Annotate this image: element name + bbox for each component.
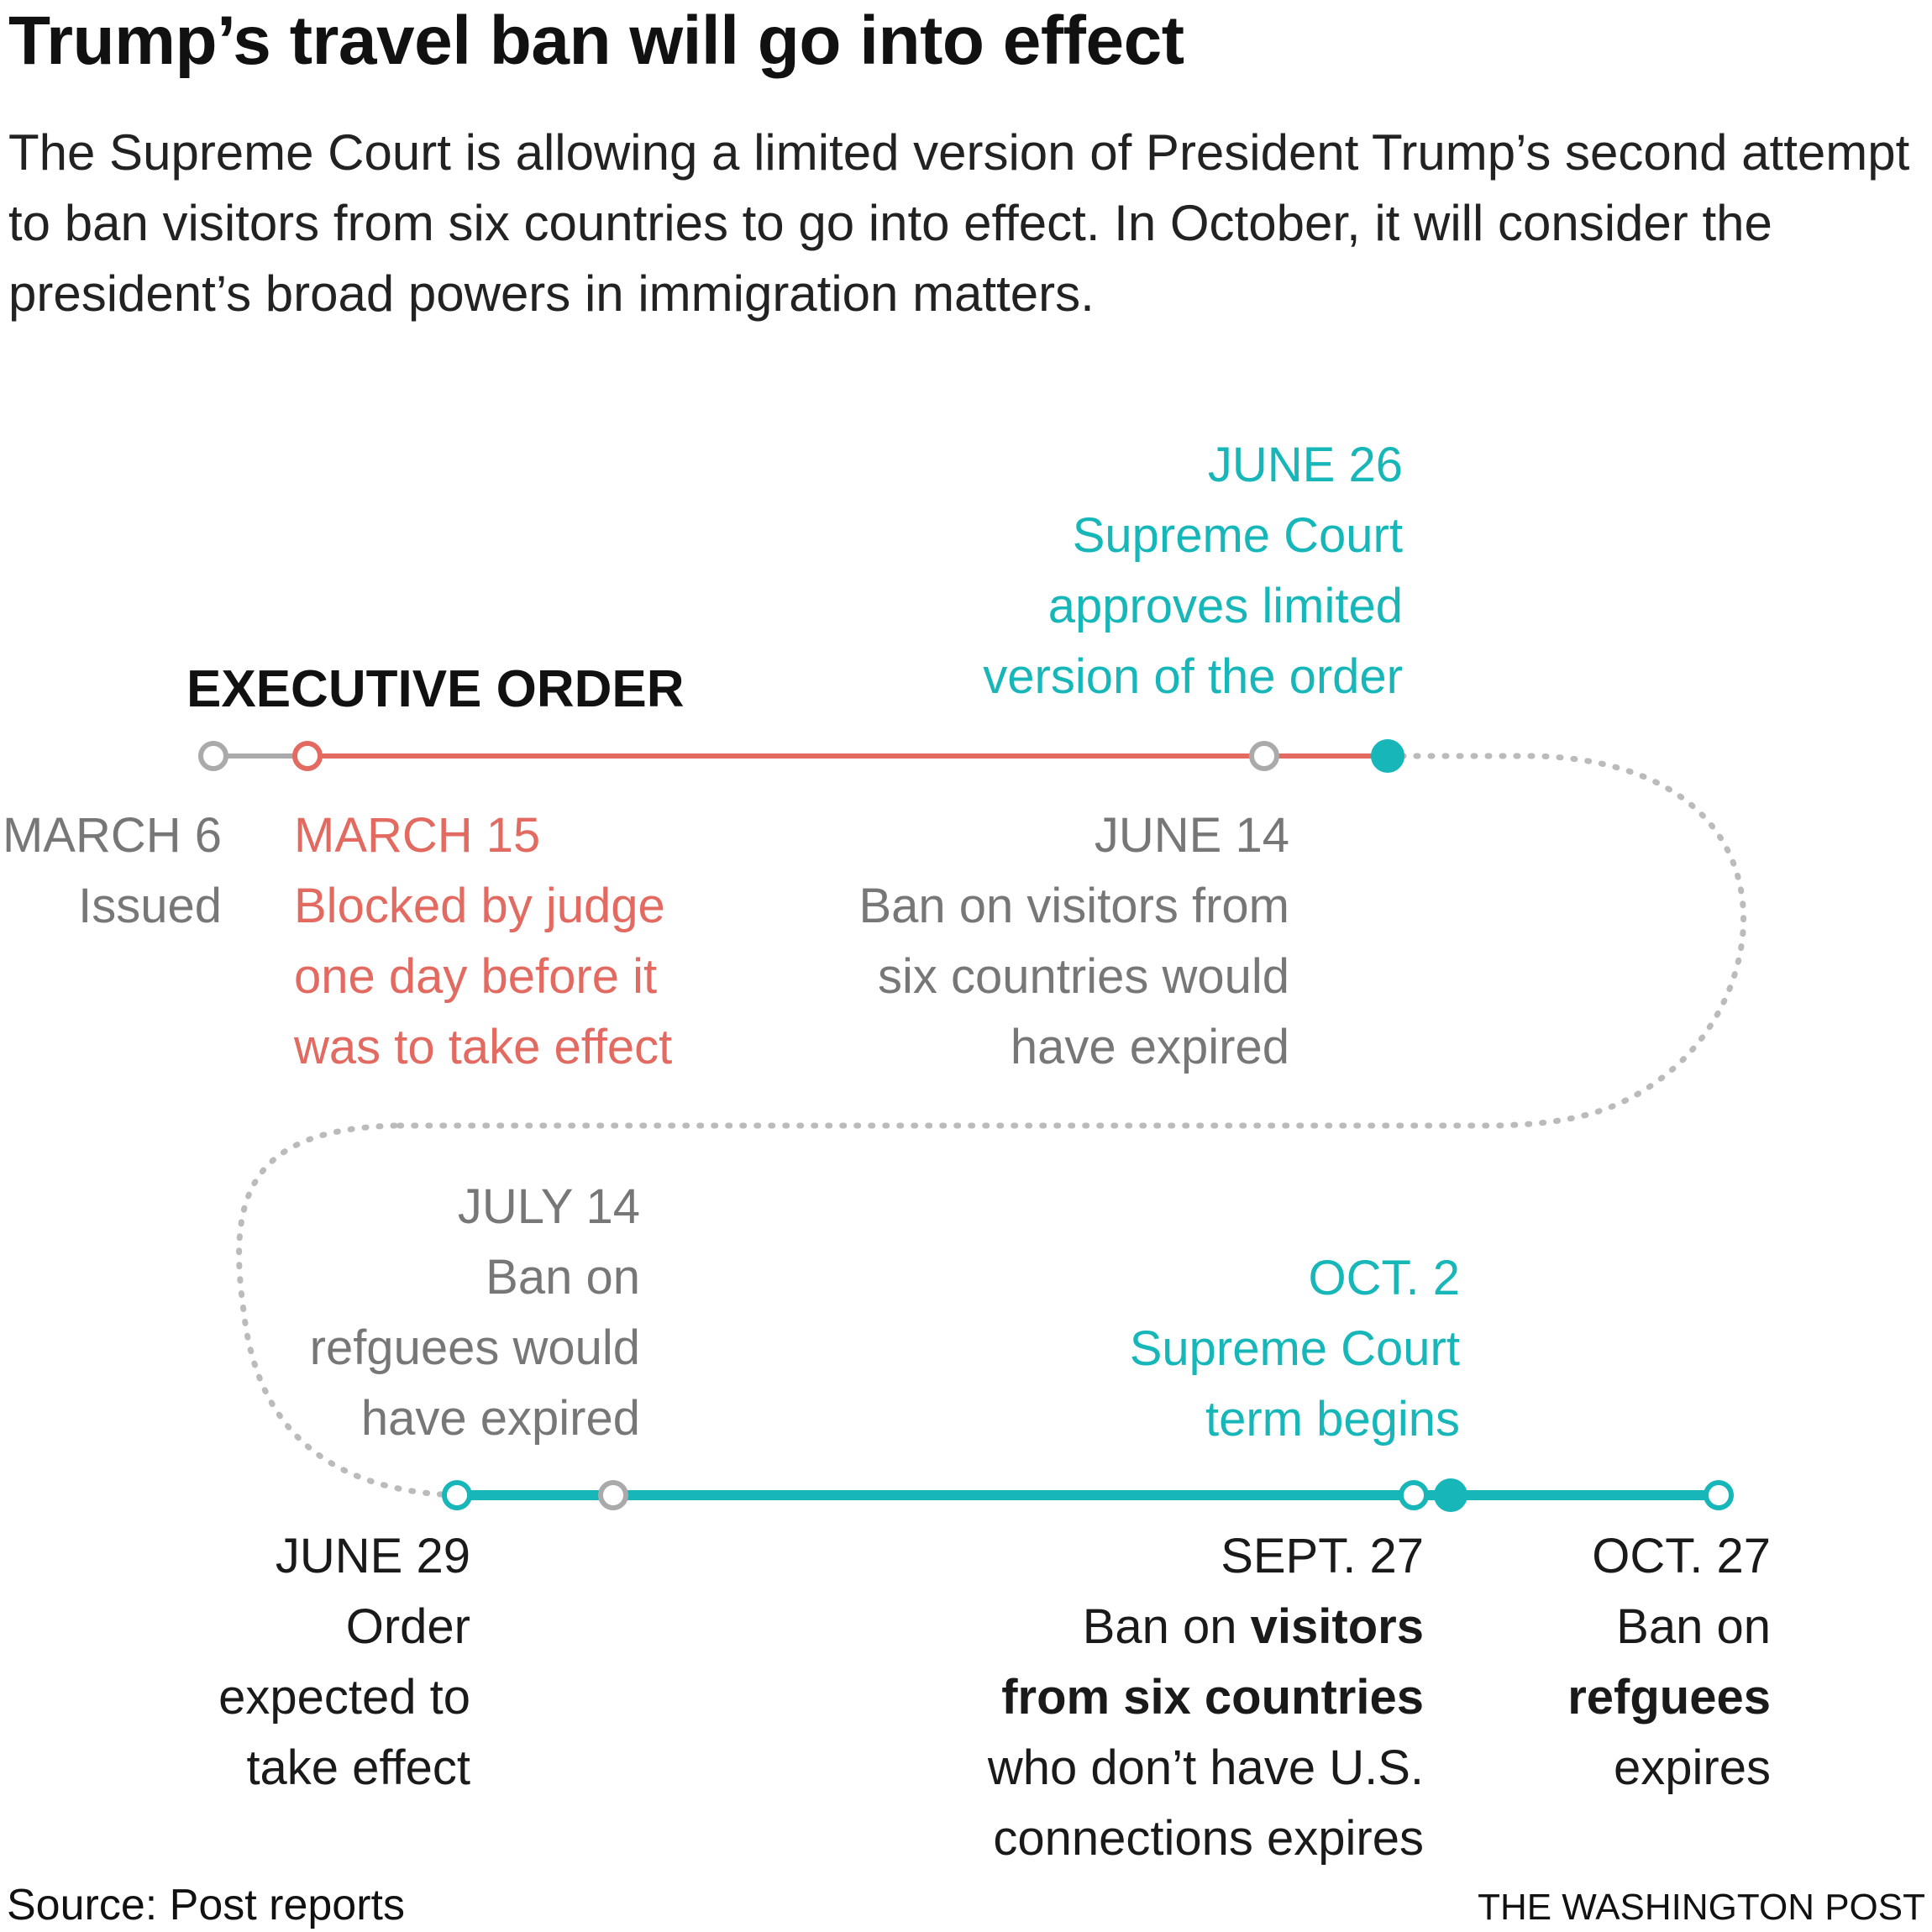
event-july14-line: refguees would — [309, 1320, 640, 1375]
event-june14-line: six countries would — [878, 949, 1289, 1004]
event-june29: JUNE 29 Order expected to take effect — [218, 1521, 470, 1803]
event-june26: JUNE 26 Supreme Court approves limited v… — [983, 430, 1403, 712]
marker-july14 — [598, 1480, 628, 1510]
marker-oct2 — [1434, 1478, 1467, 1512]
event-june14-line: Ban on visitors from — [858, 879, 1289, 933]
marker-march6 — [198, 741, 228, 771]
event-june26-line: approves limited — [1047, 579, 1403, 633]
event-march15: MARCH 15 Blocked by judge one day before… — [294, 801, 672, 1083]
event-march15-line: one day before it — [294, 949, 658, 1004]
page-subtitle: The Supreme Court is allowing a limited … — [8, 124, 1910, 322]
publisher-credit: THE WASHINGTON POST — [1478, 1887, 1925, 1928]
event-july14-date: JULY 14 — [457, 1179, 640, 1234]
event-july14: JULY 14 Ban on refguees would have expir… — [310, 1172, 640, 1454]
marker-june14 — [1249, 741, 1279, 771]
event-june14-date: JUNE 14 — [1094, 808, 1289, 863]
executive-order-label: EXECUTIVE ORDER — [186, 660, 685, 718]
connector-right-loop — [391, 753, 1746, 1129]
event-sept27-line1-plain: Ban on — [1082, 1599, 1251, 1654]
marker-june26 — [1371, 739, 1404, 773]
event-june14-line: have expired — [1010, 1020, 1289, 1074]
event-oct2-line: Supreme Court — [1129, 1321, 1460, 1376]
event-march6-line: Issued — [78, 879, 222, 933]
event-july14-line: have expired — [360, 1391, 640, 1446]
marker-march15 — [292, 741, 323, 771]
event-march6-date: MARCH 6 — [2, 808, 222, 863]
page-title: Trump’s travel ban will go into effect — [8, 3, 1184, 79]
event-oct2: OCT. 2 Supreme Court term begins — [1130, 1243, 1460, 1455]
event-sept27-line1-bold: visitors — [1250, 1599, 1424, 1654]
event-oct27-line2-bold: refguees — [1567, 1670, 1771, 1725]
source-note: Source: Post reports — [7, 1881, 405, 1929]
event-oct2-line: term begins — [1205, 1392, 1460, 1446]
event-oct27-line3: expires — [1614, 1740, 1771, 1795]
event-oct27: OCT. 27 Ban on refguees expires — [1567, 1521, 1771, 1803]
event-july14-line: Ban on — [486, 1250, 640, 1305]
event-june26-line: Supreme Court — [1072, 508, 1403, 563]
event-june14: JUNE 14 Ban on visitors from six countri… — [858, 801, 1289, 1083]
event-june29-line: Order — [345, 1599, 470, 1654]
event-june26-line: version of the order — [983, 649, 1403, 704]
event-march15-line: Blocked by judge — [294, 879, 665, 933]
event-oct27-line2: refguees — [1567, 1662, 1771, 1733]
event-sept27-line1: Ban on visitors — [988, 1592, 1424, 1662]
event-sept27-line4: connections expires — [993, 1811, 1424, 1866]
event-june29-date: JUNE 29 — [275, 1529, 470, 1583]
event-oct27-line1: Ban on — [1616, 1599, 1771, 1654]
event-oct27-date: OCT. 27 — [1592, 1529, 1771, 1583]
marker-june29 — [442, 1480, 472, 1510]
event-march15-date: MARCH 15 — [294, 808, 541, 863]
connector-left-loop — [236, 1122, 460, 1499]
event-march15-line: was to take effect — [294, 1020, 673, 1074]
marker-oct27 — [1704, 1480, 1734, 1510]
event-oct2-date: OCT. 2 — [1308, 1251, 1461, 1305]
marker-sept27 — [1399, 1480, 1429, 1510]
event-june29-line: expected to — [218, 1670, 470, 1725]
event-sept27: SEPT. 27 Ban on visitors from six countr… — [988, 1521, 1424, 1874]
event-sept27-line3: who don’t have U.S. — [987, 1740, 1424, 1795]
event-sept27-line2-bold: from six countries — [1001, 1670, 1424, 1725]
event-sept27-line2: from six countries — [988, 1662, 1424, 1733]
event-march6: MARCH 6 Issued — [3, 801, 222, 942]
event-june26-date: JUNE 26 — [1207, 438, 1403, 492]
event-sept27-date: SEPT. 27 — [1221, 1529, 1424, 1583]
event-june29-line: take effect — [246, 1740, 470, 1795]
